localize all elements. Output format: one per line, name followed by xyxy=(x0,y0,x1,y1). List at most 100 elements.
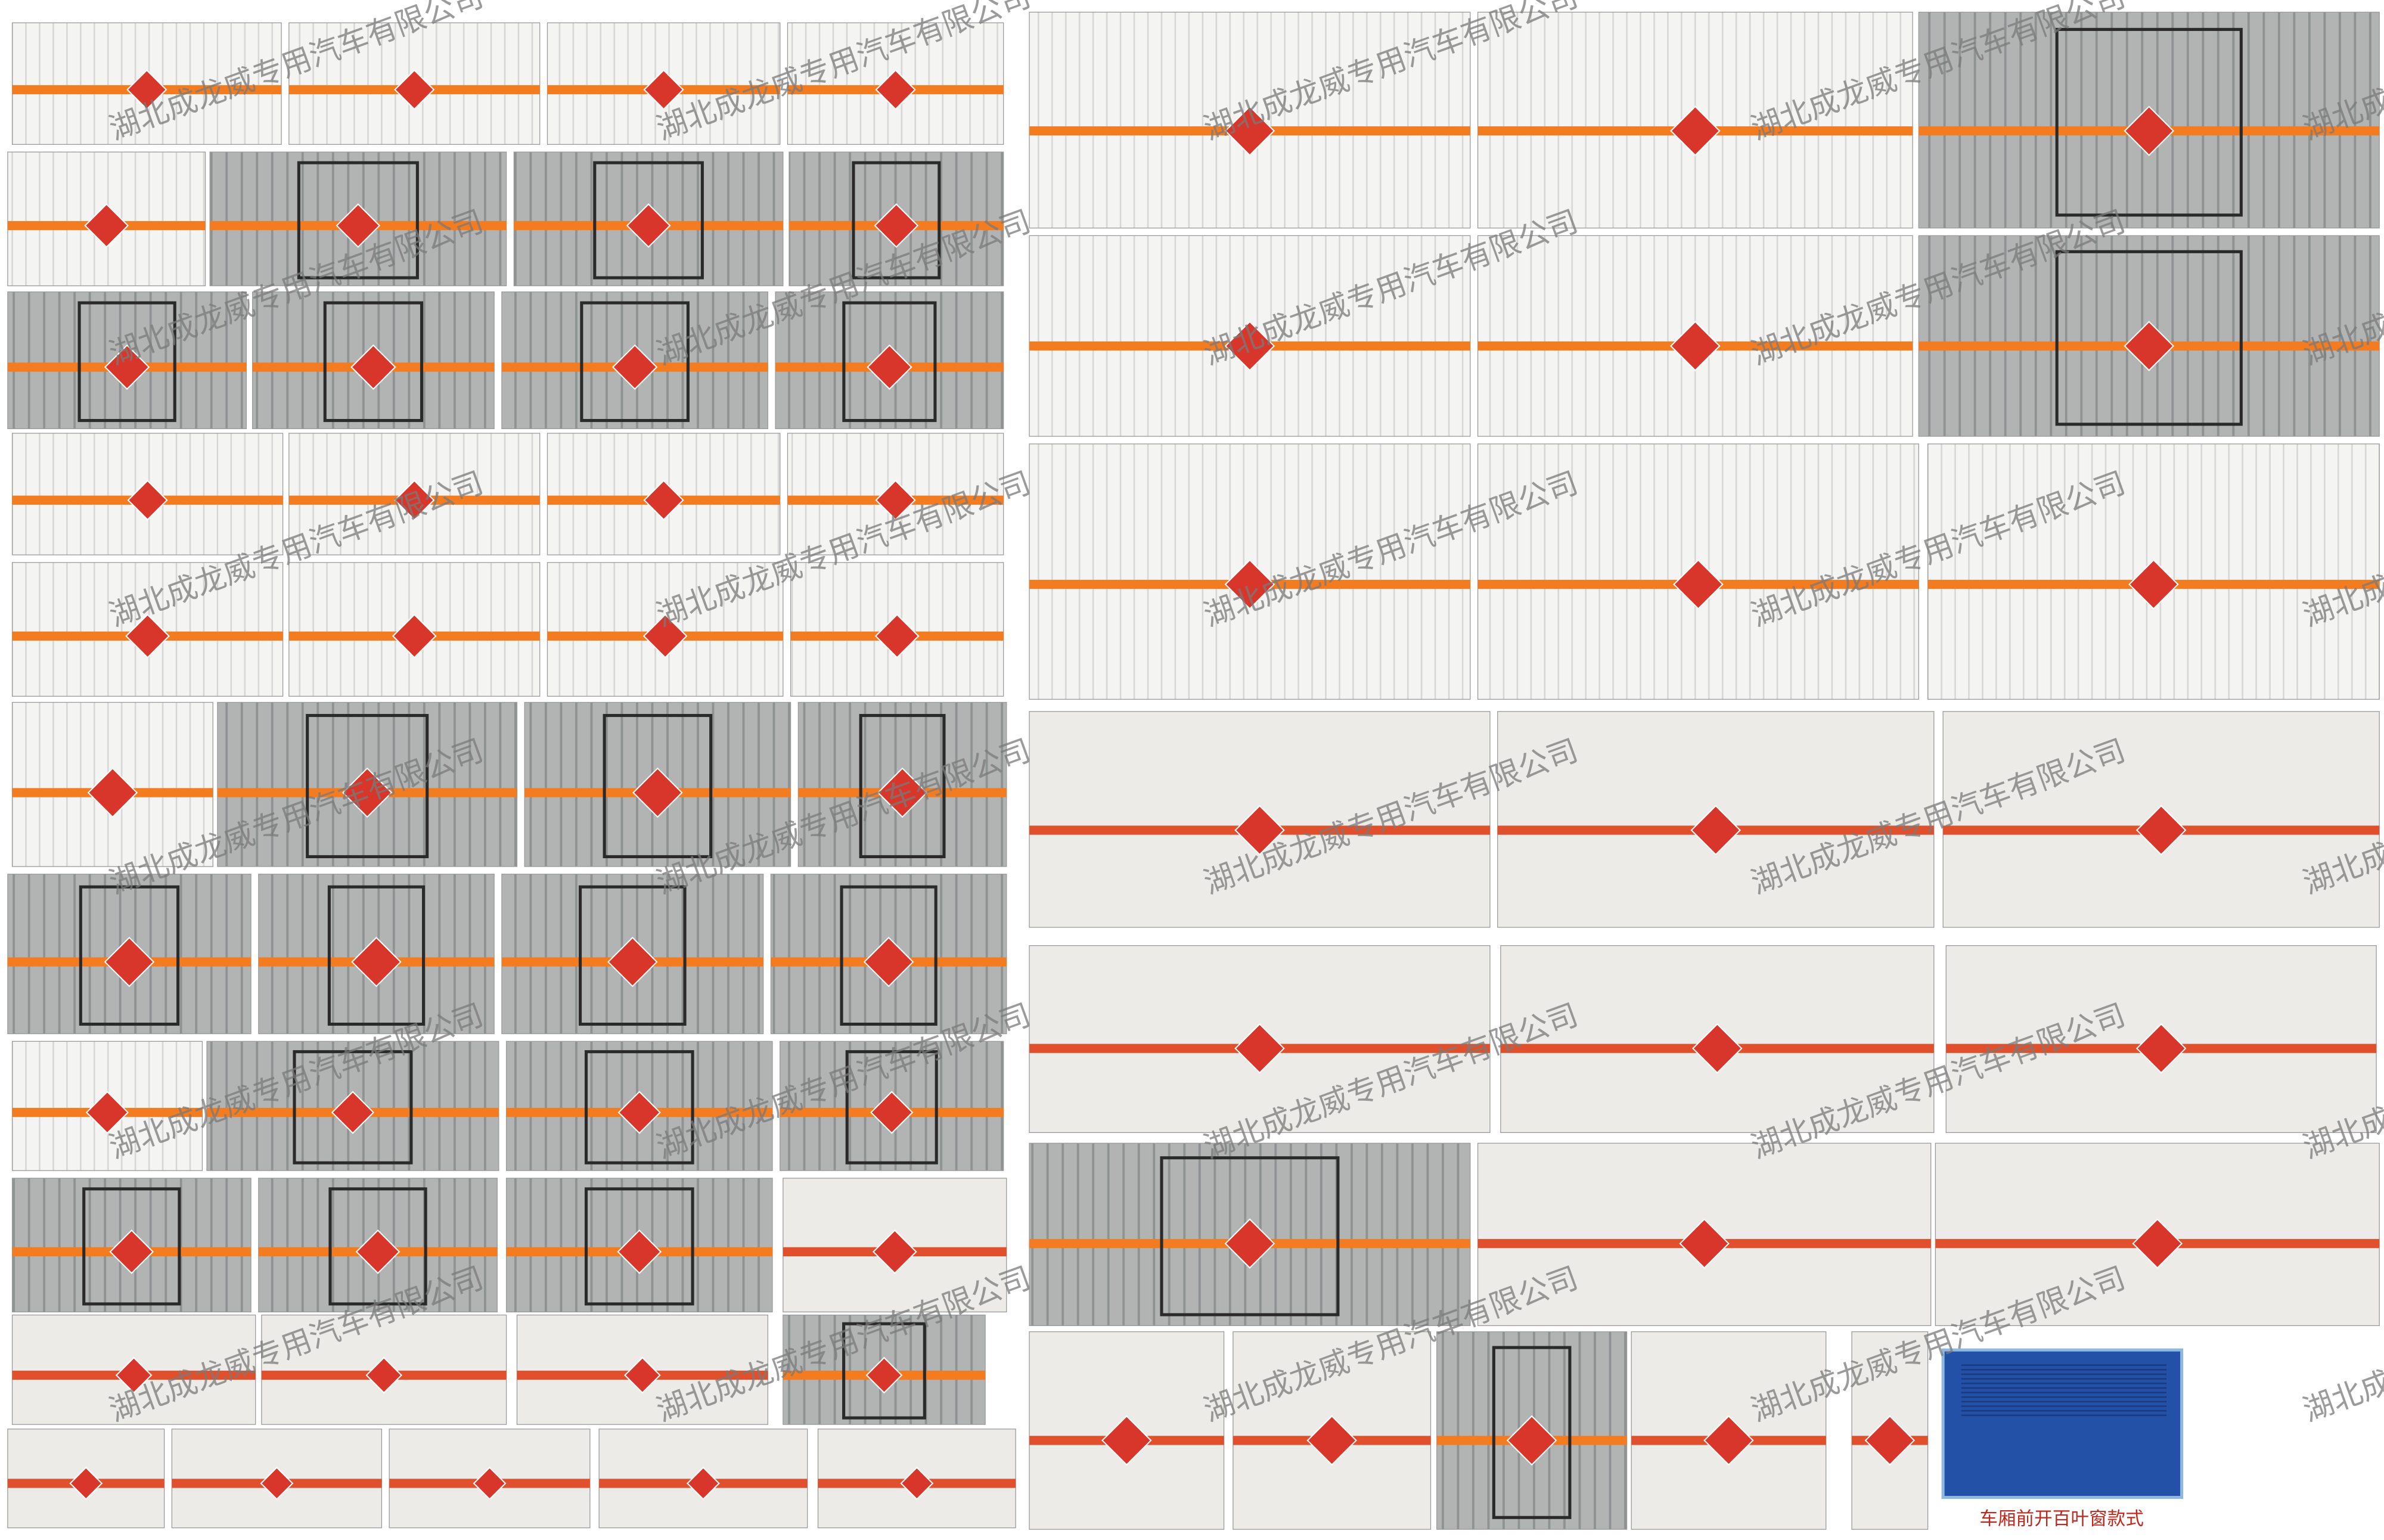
hazard-diamond xyxy=(1224,105,1275,156)
door xyxy=(842,1322,926,1420)
box-panel xyxy=(7,291,247,429)
hazard-diamond xyxy=(617,1229,662,1274)
door xyxy=(584,1050,694,1165)
hazard-diamond xyxy=(877,767,928,818)
box-panel xyxy=(1029,945,1491,1134)
hazard-diamond xyxy=(2135,1023,2187,1074)
box-panel xyxy=(1029,235,1471,437)
box-panel xyxy=(524,701,791,867)
box-panel xyxy=(258,1178,498,1313)
hazard-diamond xyxy=(104,936,155,988)
box-panel xyxy=(1436,1331,1628,1530)
hazard-diamond xyxy=(867,344,912,390)
hazard-diamond xyxy=(1234,805,1285,856)
hazard-diamond xyxy=(115,1356,153,1394)
hazard-diamond xyxy=(863,936,914,988)
door xyxy=(593,161,704,280)
hazard-diamond xyxy=(336,203,381,248)
hazard-diamond xyxy=(686,1467,720,1500)
box-panel xyxy=(217,701,518,867)
hazard-diamond xyxy=(1703,1415,1754,1466)
hazard-diamond xyxy=(2128,559,2179,610)
door xyxy=(842,301,937,423)
hazard-diamond xyxy=(350,344,396,390)
box-panel xyxy=(513,151,784,287)
hazard-diamond xyxy=(1679,1218,1730,1269)
box-panel xyxy=(1918,11,2380,229)
hazard-diamond xyxy=(626,203,671,248)
box-panel xyxy=(1233,1331,1432,1530)
door xyxy=(306,713,429,858)
box-panel xyxy=(516,1314,768,1425)
box-panel xyxy=(1497,711,1935,928)
box-panel xyxy=(598,1429,808,1529)
hazard-diamond xyxy=(69,1467,103,1500)
hazard-diamond xyxy=(1692,1023,1743,1074)
hazard-diamond xyxy=(1234,1023,1285,1074)
box-panel xyxy=(11,433,284,555)
box-panel xyxy=(1477,235,1913,437)
door xyxy=(323,301,424,423)
hazard-diamond xyxy=(2132,1218,2183,1269)
hazard-diamond xyxy=(127,480,168,521)
hazard-diamond xyxy=(632,767,683,818)
hazard-diamond xyxy=(900,1467,934,1500)
door xyxy=(297,161,419,280)
hazard-diamond xyxy=(342,767,393,818)
box-panel xyxy=(7,1429,165,1529)
box-panel xyxy=(770,874,1007,1035)
hazard-diamond xyxy=(365,1356,403,1394)
hazard-diamond xyxy=(624,1356,661,1394)
box-panel xyxy=(1477,1142,1932,1326)
box-panel xyxy=(789,151,1004,287)
door xyxy=(845,1050,938,1165)
box-panel xyxy=(11,22,282,145)
hazard-diamond xyxy=(617,1091,661,1134)
box-panel xyxy=(11,1178,252,1313)
box-panel xyxy=(1029,1142,1471,1326)
hazard-diamond xyxy=(1101,1415,1152,1466)
hazard-diamond xyxy=(2124,321,2175,371)
door xyxy=(328,1187,427,1306)
door xyxy=(578,885,687,1026)
hazard-diamond xyxy=(1864,1415,1916,1466)
hazard-diamond xyxy=(394,480,435,521)
box-panel xyxy=(7,151,206,287)
door xyxy=(840,885,938,1026)
hazard-diamond xyxy=(1690,805,1742,856)
hazard-diamond xyxy=(331,1091,375,1134)
hazard-diamond xyxy=(1224,559,1275,610)
blue-box-photo xyxy=(1941,1348,2184,1499)
hazard-diamond xyxy=(85,1091,129,1134)
panel-body xyxy=(1918,235,2380,437)
box-panel xyxy=(1029,11,1471,229)
hazard-diamond xyxy=(355,1229,401,1274)
hazard-diamond xyxy=(1224,1218,1275,1269)
hazard-diamond xyxy=(260,1467,294,1500)
box-panel xyxy=(1935,1142,2380,1326)
box-panel xyxy=(787,433,1004,555)
hazard-diamond xyxy=(642,613,688,659)
box-panel xyxy=(1029,443,1471,700)
hazard-diamond xyxy=(109,1229,154,1274)
hazard-diamond xyxy=(607,936,658,988)
hazard-diamond xyxy=(394,69,435,110)
box-panel xyxy=(787,22,1004,145)
box-panel xyxy=(1029,1331,1225,1530)
box-panel xyxy=(505,1041,773,1171)
box-panel xyxy=(775,291,1004,429)
box-panel xyxy=(547,433,781,555)
box-panel xyxy=(1477,11,1913,229)
hazard-diamond xyxy=(2124,105,2175,156)
box-panel xyxy=(1945,945,2377,1134)
box-panel xyxy=(288,22,541,145)
door xyxy=(603,713,713,858)
hazard-diamond xyxy=(874,613,920,659)
box-panel xyxy=(252,291,495,429)
hazard-diamond xyxy=(2135,805,2187,856)
door xyxy=(2055,250,2243,426)
hazard-diamond xyxy=(104,344,150,390)
hazard-diamond xyxy=(874,203,919,248)
box-panel xyxy=(501,874,764,1035)
